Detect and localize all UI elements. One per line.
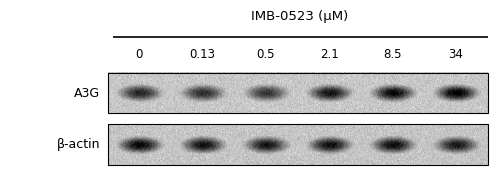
Text: β-actin: β-actin [56,138,100,151]
Text: 2.1: 2.1 [320,48,338,61]
Text: 34: 34 [448,48,464,61]
Bar [108,124,488,165]
Text: 0.5: 0.5 [256,48,275,61]
Text: 8.5: 8.5 [384,48,402,61]
Text: A3G: A3G [74,87,100,100]
Text: 0: 0 [136,48,143,61]
Text: IMB-0523 (μM): IMB-0523 (μM) [252,10,348,23]
Text: 0.13: 0.13 [190,48,216,61]
Bar [108,73,488,113]
